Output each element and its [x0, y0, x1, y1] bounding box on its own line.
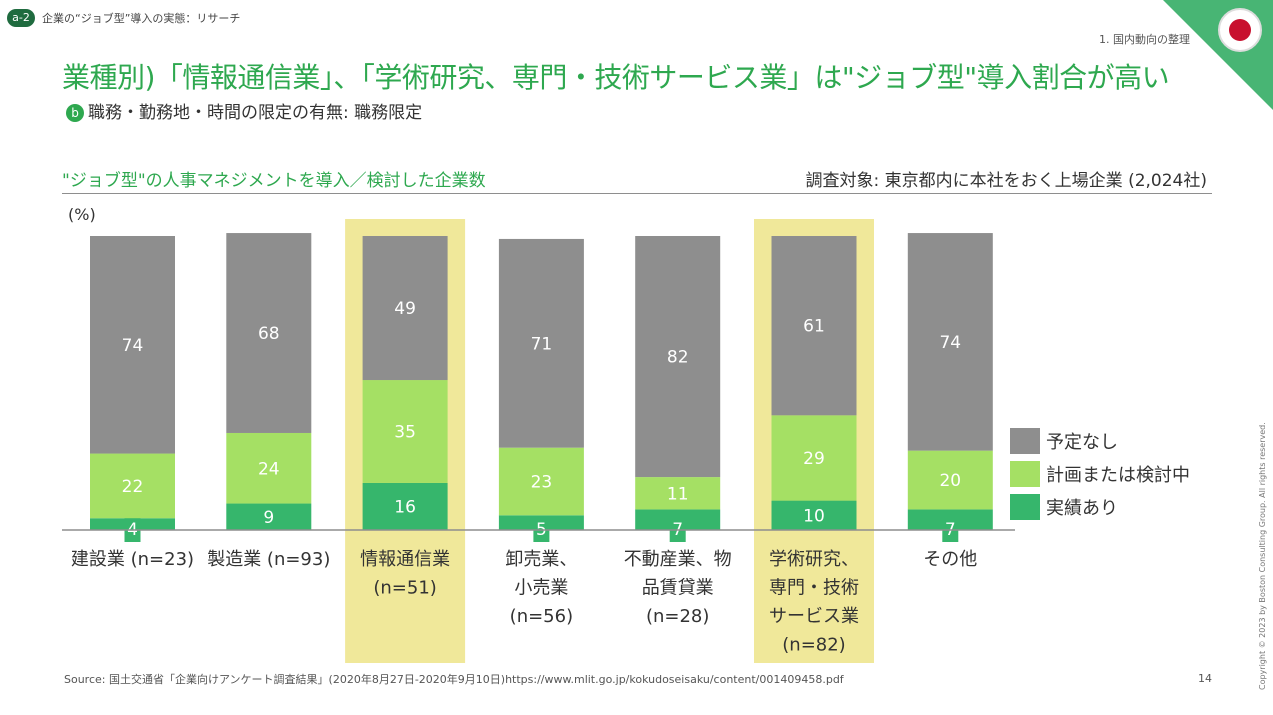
bar-value-plan-1: 24 [258, 459, 280, 479]
bar-value-none-5: 61 [803, 317, 825, 337]
category-label-2-0: 情報通信業 [360, 549, 450, 570]
bar-plan-3 [498, 447, 584, 516]
chart-header: "ジョブ型"の人事マネジメントを導入／検討した企業数 [62, 171, 486, 191]
subtitle-text: 職務・勤務地・時間の限定の有無: 職務限定 [88, 103, 423, 123]
letter-b-icon: b [66, 104, 84, 122]
bar-value-plan-3: 23 [531, 472, 553, 492]
legend-swatch-done [1010, 494, 1040, 520]
bar-plan-2 [362, 380, 448, 483]
bar-value-none-0: 74 [122, 336, 144, 356]
bar-done-1 [226, 503, 312, 530]
japan-flag-icon [1218, 8, 1262, 52]
legend-label-done: 実績あり [1046, 498, 1118, 519]
legend-swatch-plan [1010, 461, 1040, 487]
bar-none-5 [771, 236, 857, 416]
bar-plan-0 [90, 453, 175, 519]
breadcrumb: 企業の“ジョブ型”導入の実態：リサーチ [42, 12, 241, 25]
category-label-6-0: その他 [923, 549, 977, 570]
category-label-5-3: (n=82) [782, 635, 845, 656]
category-label-5-2: サービス業 [769, 606, 859, 627]
category-label-3-0: 卸売業、 [505, 549, 577, 570]
category-label-5-1: 専門・技術 [769, 578, 859, 599]
bar-none-2 [362, 236, 448, 381]
bar-value-done-1: 9 [263, 508, 274, 528]
bar-value-done-5: 10 [803, 506, 825, 526]
bar-value-none-2: 49 [394, 299, 416, 319]
survey-target: 調査対象: 東京都内に本社をおく上場企業 (2,024社) [805, 171, 1207, 191]
bar-plan-5 [771, 415, 857, 501]
subtitle: b 職務・勤務地・時間の限定の有無: 職務限定 [66, 98, 422, 123]
bar-done-5 [771, 500, 857, 530]
bar-value-plan-2: 35 [394, 423, 416, 443]
bar-value-none-6: 74 [939, 333, 961, 353]
legend-label-none: 予定なし [1046, 432, 1118, 453]
bar-none-1 [226, 233, 312, 433]
bar-none-6 [907, 233, 993, 451]
flag-circle [1229, 19, 1251, 41]
category-label-1-0: 製造業 (n=93) [207, 549, 330, 570]
bar-done-2 [362, 482, 448, 530]
bar-value-done-2: 16 [394, 497, 416, 517]
header-rule [62, 193, 1212, 194]
category-label-4-0: 不動産業、物 [624, 549, 732, 570]
bar-none-3 [498, 238, 584, 448]
section-label: 1. 国内動向の整理 [1099, 33, 1190, 46]
bar-value-none-4: 82 [667, 348, 689, 368]
page-number: 14 [1198, 672, 1212, 685]
y-unit-label: (%) [68, 205, 96, 224]
page-title: 業種別)「情報通信業」、「学術研究、専門・技術サービス業」は"ジョブ型"導入割合… [62, 61, 1170, 94]
category-label-0-0: 建設業 (n=23) [71, 549, 194, 570]
legend-label-plan: 計画または検討中 [1046, 465, 1190, 486]
bar-value-plan-4: 11 [667, 484, 689, 504]
category-label-4-2: (n=28) [646, 606, 709, 627]
section-badge: a-2 [7, 9, 35, 27]
category-label-3-2: (n=56) [510, 606, 573, 627]
legend-swatch-none [1010, 428, 1040, 454]
source-note: Source: 国土交通省「企業向けアンケート調査結果」(2020年8月27日-… [64, 673, 844, 686]
copyright-note: Copyright © 2023 by Boston Consulting Gr… [1258, 422, 1267, 690]
bar-none-0 [90, 236, 175, 454]
category-label-5-0: 学術研究、 [769, 549, 859, 570]
bar-none-4 [635, 236, 721, 478]
bar-value-plan-0: 22 [122, 477, 144, 497]
bar-value-none-1: 68 [258, 324, 280, 344]
bar-plan-1 [226, 432, 312, 504]
bar-value-none-3: 71 [531, 334, 553, 354]
category-label-4-1: 品賃貸業 [642, 578, 714, 599]
bar-value-plan-6: 20 [939, 471, 961, 491]
bar-value-plan-5: 29 [803, 449, 825, 469]
category-label-2-1: (n=51) [373, 578, 436, 599]
bar-plan-6 [907, 450, 993, 510]
category-label-3-1: 小売業 [514, 578, 568, 599]
bar-plan-4 [635, 477, 721, 510]
